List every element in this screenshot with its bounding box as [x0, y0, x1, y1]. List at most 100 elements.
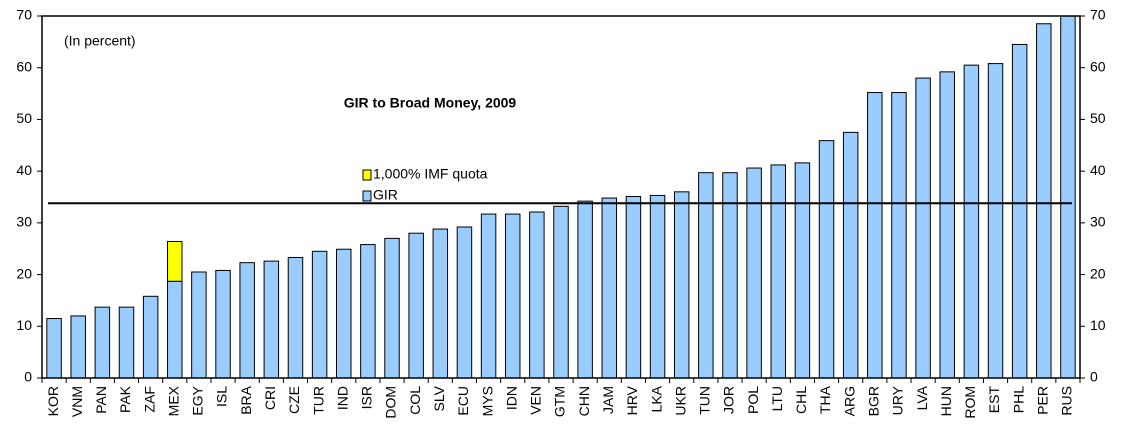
x-tick-label: PER — [1034, 386, 1050, 415]
bar — [1036, 23, 1052, 379]
x-tick-label: CHN — [576, 386, 592, 416]
bar — [867, 92, 883, 379]
bar — [142, 295, 159, 379]
x-tick-label: ECU — [455, 386, 471, 416]
y-tick-label: 60 — [16, 58, 32, 74]
y2-tick-label: 30 — [1090, 214, 1106, 230]
x-tick-label: COL — [407, 386, 423, 415]
x-tick-label: ARG — [841, 386, 857, 416]
bar — [1060, 15, 1076, 379]
y-tick-label: 50 — [16, 110, 32, 126]
x-tick-label: MYS — [479, 386, 495, 416]
y-tick-label: 20 — [16, 265, 32, 281]
bar — [891, 92, 907, 379]
bar — [118, 306, 135, 379]
bar — [408, 232, 424, 379]
x-tick-label: DOM — [383, 386, 399, 419]
y-tick-label: 70 — [16, 7, 32, 23]
x-tick-label: LKA — [648, 385, 664, 412]
y-tick-label: 40 — [16, 162, 32, 178]
bar — [311, 250, 328, 379]
chart-title: GIR to Broad Money, 2009 — [344, 95, 517, 111]
y2-tick-label: 70 — [1090, 7, 1106, 23]
x-tick-label: JAM — [600, 386, 616, 414]
bar — [529, 211, 545, 379]
y-tick-label: 10 — [16, 317, 32, 333]
bar — [287, 257, 304, 379]
bar — [94, 306, 111, 379]
bar — [46, 318, 62, 379]
bar — [70, 315, 86, 379]
x-tick-label: EGY — [190, 385, 206, 415]
legend-swatch — [362, 190, 372, 202]
x-tick-label: IDN — [503, 386, 519, 410]
x-tick-label: ISL — [214, 386, 230, 407]
bar — [504, 213, 521, 379]
bar — [167, 280, 183, 379]
x-tick-label: LTU — [769, 386, 785, 411]
bar — [577, 200, 593, 379]
y2-tick-label: 40 — [1090, 162, 1106, 178]
bar — [915, 77, 931, 379]
bar — [842, 131, 859, 379]
x-tick-label: GTM — [552, 386, 568, 417]
bar — [673, 191, 690, 379]
x-tick-label: EST — [986, 386, 1002, 414]
x-tick-label: JOR — [721, 386, 737, 414]
bar — [456, 226, 473, 379]
subtitle: (In percent) — [64, 33, 136, 49]
bar — [1011, 43, 1028, 379]
x-tick-label: POL — [745, 386, 761, 414]
bar — [553, 205, 569, 379]
x-tick-label: ROM — [962, 386, 978, 419]
bar — [336, 248, 352, 379]
bar — [746, 167, 762, 379]
x-tick-label: TUN — [697, 386, 713, 415]
x-tick-label: PAK — [117, 385, 133, 413]
x-tick-label: SLV — [431, 385, 447, 411]
bar — [939, 71, 955, 379]
y-tick-label: 0 — [24, 369, 32, 385]
bar — [360, 244, 376, 379]
x-tick-label: IND — [334, 386, 350, 410]
x-tick-label: VEN — [528, 386, 544, 415]
bar — [625, 195, 642, 379]
bar — [649, 194, 666, 379]
x-tick-label: TUR — [310, 386, 326, 415]
legend-swatch — [362, 169, 372, 181]
x-tick-label: CZE — [286, 386, 302, 414]
x-tick-label: RUS — [1059, 386, 1075, 416]
x-tick-label: VNM — [69, 386, 85, 417]
y2-tick-label: 20 — [1090, 265, 1106, 281]
x-tick-label: PHL — [1010, 386, 1026, 413]
bar — [263, 260, 280, 379]
plot-frame — [41, 15, 1081, 379]
bar — [384, 237, 400, 379]
bar — [239, 262, 255, 379]
x-tick-label: ISR — [359, 386, 375, 409]
bar — [167, 240, 183, 282]
x-tick-label: BRA — [238, 385, 254, 414]
x-tick-label: BGR — [866, 386, 882, 416]
bar — [770, 164, 786, 379]
x-tick-label: PAN — [93, 386, 109, 414]
y2-tick-label: 10 — [1090, 317, 1106, 333]
x-tick-label: KOR — [45, 386, 61, 416]
x-tick-label: CHL — [793, 386, 809, 414]
legend-label: GIR — [373, 187, 398, 203]
y2-tick-label: 60 — [1090, 58, 1106, 74]
x-tick-label: URY — [890, 385, 906, 415]
bar — [480, 213, 497, 379]
x-tick-label: HRV — [624, 385, 640, 415]
x-tick-label: MEX — [165, 385, 181, 416]
legend: 1,000% IMF quota GIR — [362, 166, 488, 203]
bar — [794, 162, 811, 379]
bar — [818, 140, 835, 379]
x-tick-label: HUN — [938, 386, 954, 416]
x-tick-label: ZAF — [141, 386, 157, 412]
y2-tick-label: 50 — [1090, 110, 1106, 126]
y2-tick-label: 0 — [1090, 369, 1098, 385]
bar — [601, 197, 618, 379]
x-tick-label: CRI — [262, 386, 278, 410]
